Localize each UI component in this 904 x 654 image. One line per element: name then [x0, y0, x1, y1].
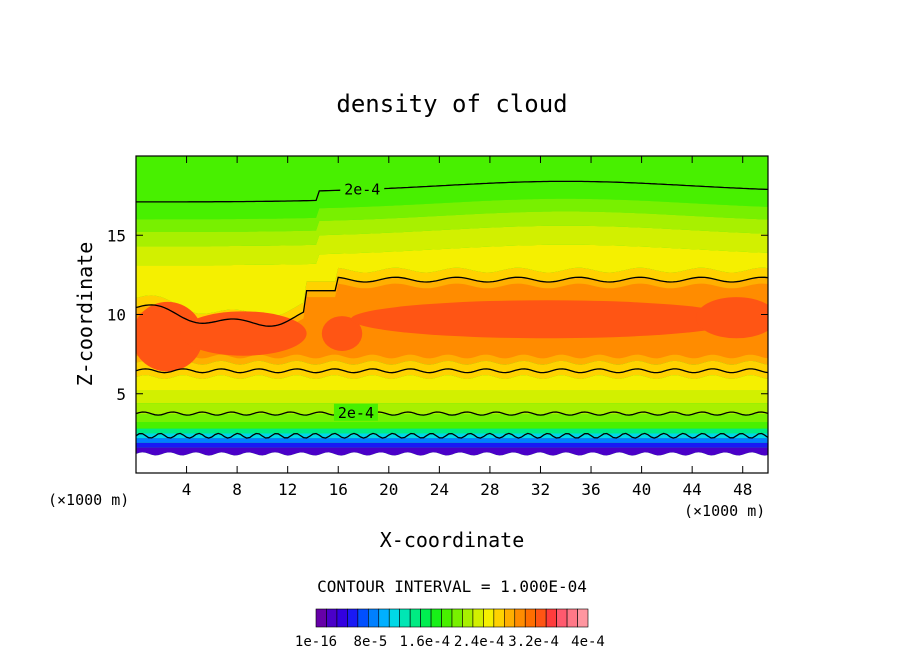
- colorbar-swatch: [545, 608, 557, 628]
- y-tick-label: 5: [116, 385, 126, 404]
- colorbar-swatch: [451, 608, 463, 628]
- colorbar-label: 1.6e-4: [400, 634, 451, 650]
- colorbar-swatch: [441, 608, 453, 628]
- x-tick-label: 32: [531, 480, 550, 499]
- colorbar-swatch: [399, 608, 411, 628]
- colorbar: [315, 608, 589, 628]
- color-band: [136, 442, 768, 448]
- colorbar-swatch: [556, 608, 568, 628]
- color-band: [136, 375, 768, 391]
- core-region: [350, 300, 743, 339]
- colorbar-label: 3.2e-4: [508, 634, 559, 650]
- color-band: [136, 452, 768, 473]
- x-tick-label: 16: [329, 480, 348, 499]
- colorbar-swatch: [514, 608, 526, 628]
- contour-line: [136, 411, 768, 416]
- colorbar-swatch: [388, 608, 400, 628]
- colorbar-swatch: [378, 608, 390, 628]
- contour-label: 2e-4: [344, 180, 380, 198]
- colorbar-swatch: [409, 608, 421, 628]
- contour-line: [136, 276, 768, 327]
- contour-label-bg: [340, 180, 385, 198]
- color-band: [136, 403, 768, 415]
- x-unit-right: (×1000 m): [684, 502, 765, 520]
- x-tick-label: 36: [581, 480, 600, 499]
- y-tick-label: 15: [107, 226, 126, 245]
- colorbar-label: 4e-4: [571, 634, 605, 650]
- color-band: [136, 447, 768, 456]
- contour-line: [136, 180, 768, 203]
- contour-interval-text: CONTOUR INTERVAL = 1.000E-04: [317, 577, 587, 596]
- x-tick-label: 48: [733, 480, 752, 499]
- colorbar-swatch: [483, 608, 495, 628]
- contour-label-bg: [333, 403, 378, 421]
- core-region: [321, 316, 363, 351]
- colorbar-swatch: [535, 608, 547, 628]
- contour-line: [136, 432, 768, 439]
- x-tick-label: 20: [379, 480, 398, 499]
- colorbar-swatch: [357, 608, 369, 628]
- y-tick-label: 10: [107, 306, 126, 325]
- y-axis-label: Z-coordinate: [73, 242, 97, 387]
- chart-title: density of cloud: [336, 90, 567, 118]
- color-band: [136, 181, 768, 220]
- x-tick-label: 12: [278, 480, 297, 499]
- colorbar-swatch: [326, 608, 338, 628]
- colorbar-label: 2.4e-4: [454, 634, 505, 650]
- colorbar-swatch: [462, 608, 474, 628]
- colorbar-swatch: [504, 608, 516, 628]
- colorbar-swatch: [577, 608, 589, 628]
- color-band: [136, 390, 768, 404]
- core-region: [180, 311, 307, 356]
- colorbar-swatch: [368, 608, 380, 628]
- contour-line: [136, 368, 768, 374]
- color-band: [136, 414, 768, 423]
- colorbar-swatch: [315, 608, 327, 628]
- x-unit-left: (×1000 m): [48, 491, 129, 509]
- x-tick-label: 4: [182, 480, 192, 499]
- contour-label: 2e-4: [338, 404, 374, 422]
- colorbar-label: 8e-5: [354, 634, 388, 650]
- color-band: [136, 156, 768, 202]
- color-band: [136, 267, 768, 327]
- colorbar-swatch: [336, 608, 348, 628]
- x-tick-label: 40: [632, 480, 651, 499]
- x-tick-label: 28: [480, 480, 499, 499]
- color-band: [136, 211, 768, 247]
- color-band: [136, 438, 768, 443]
- colorbar-label: 1e-16: [295, 634, 337, 650]
- x-tick-label: 24: [430, 480, 449, 499]
- colorbar-swatch: [420, 608, 432, 628]
- colorbar-swatch: [493, 608, 505, 628]
- colorbar-swatch: [430, 608, 442, 628]
- colorbar-swatch: [347, 608, 359, 628]
- color-band: [136, 428, 768, 434]
- x-tick-label: 44: [683, 480, 702, 499]
- color-band: [136, 422, 768, 429]
- color-band: [136, 225, 768, 266]
- plot-area: [136, 156, 768, 473]
- core-region: [695, 297, 768, 339]
- color-band: [136, 244, 768, 317]
- colorbar-swatch: [524, 608, 536, 628]
- x-axis-label: X-coordinate: [380, 528, 525, 552]
- color-band: [136, 198, 768, 232]
- colorbar-swatch: [566, 608, 578, 628]
- colorbar-swatch: [472, 608, 484, 628]
- x-tick-label: 8: [232, 480, 242, 499]
